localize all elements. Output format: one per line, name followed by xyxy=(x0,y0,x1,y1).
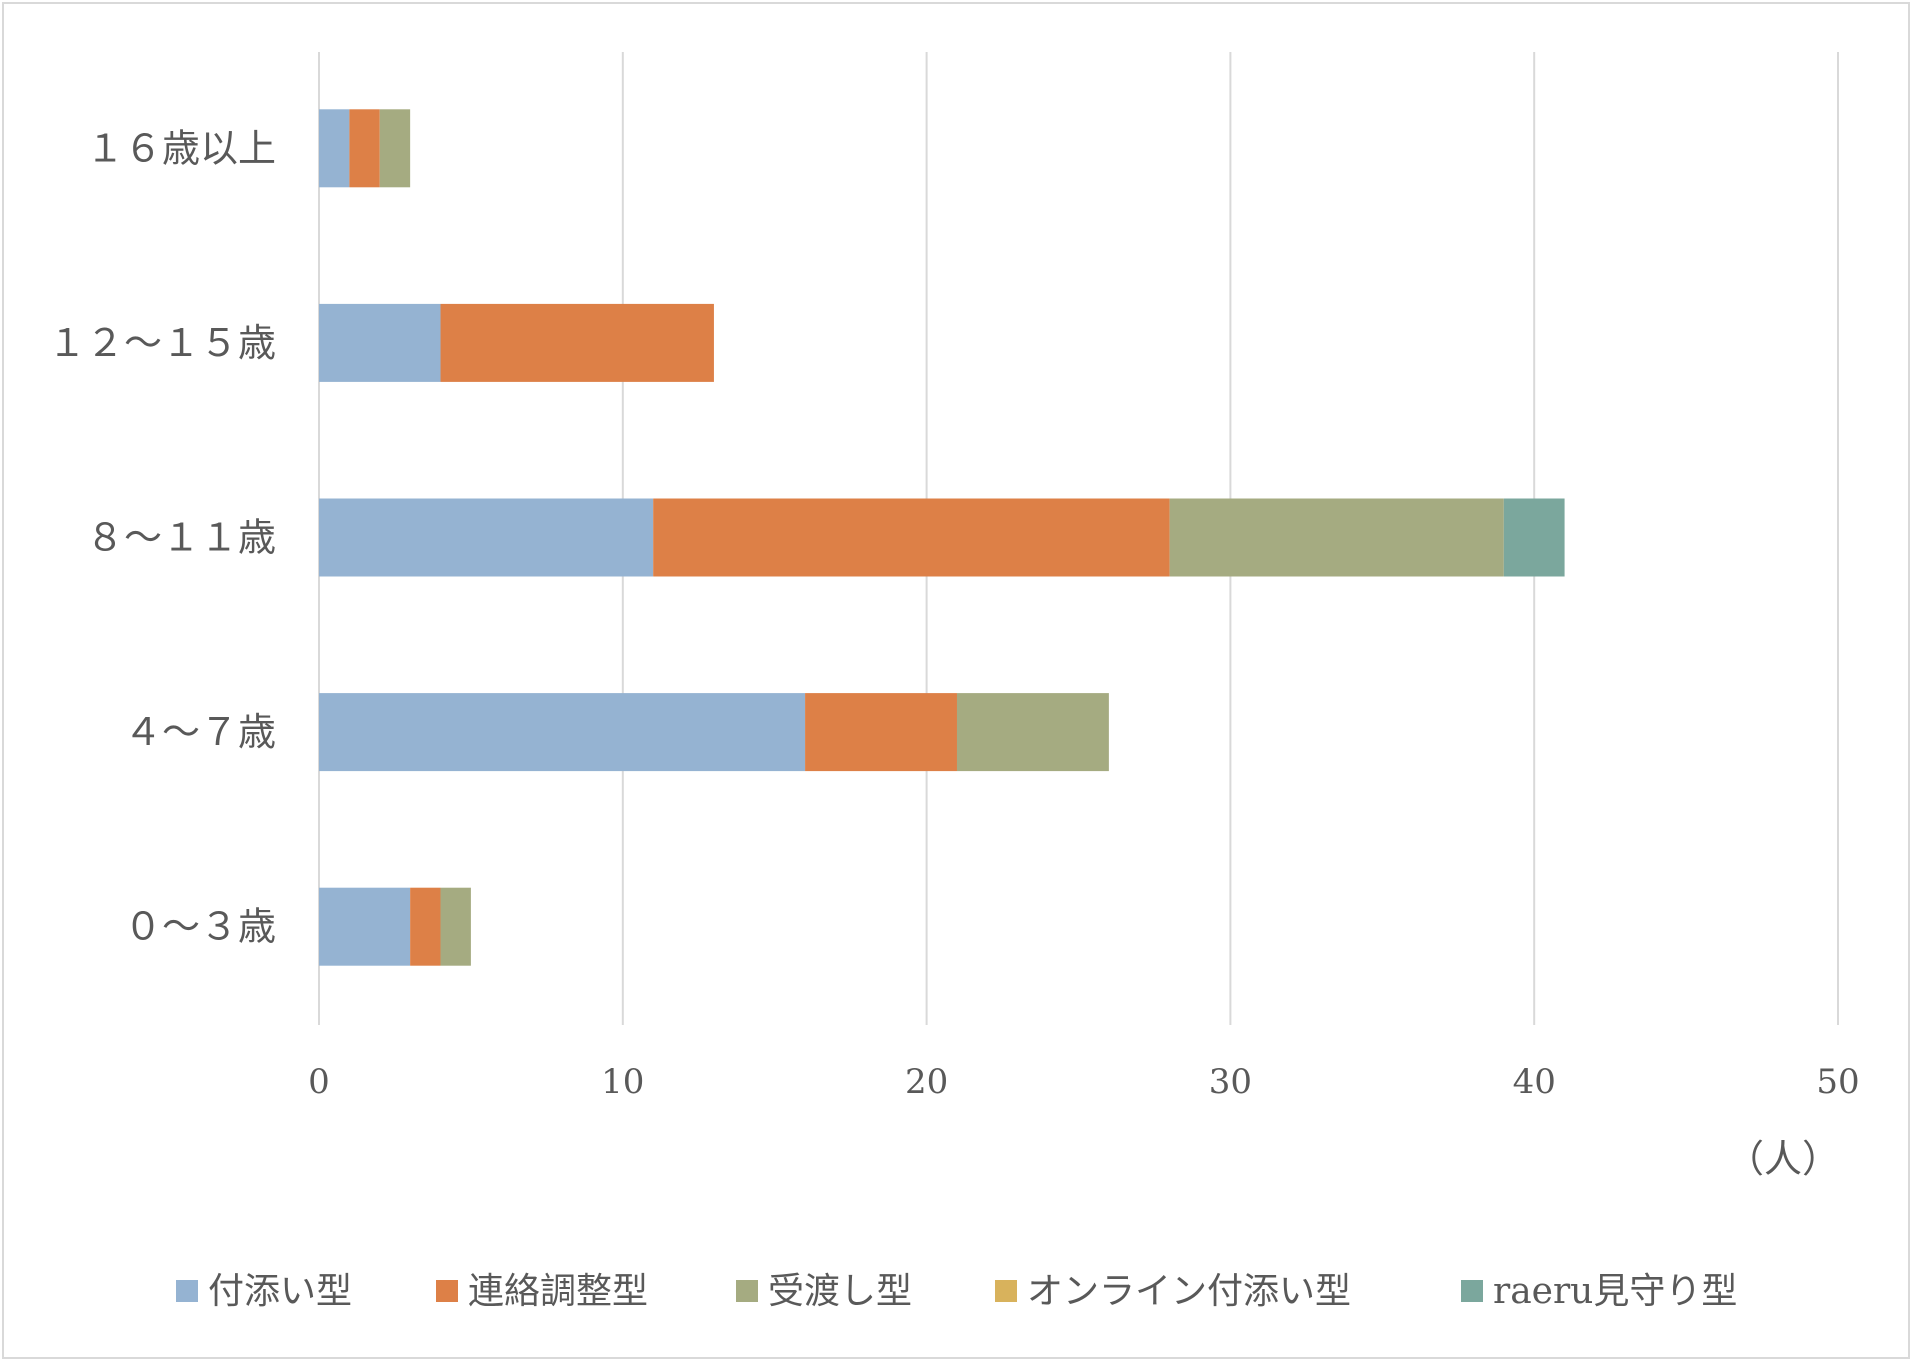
bar-segment xyxy=(1503,498,1565,577)
legend-swatch xyxy=(1461,1280,1483,1302)
bar-segment xyxy=(319,887,411,966)
legend: 付添い型 連絡調整型 受渡し型 オンライン付添い型 raeru見守り型 xyxy=(176,1271,1737,1312)
x-tick-label: 30 xyxy=(1209,1062,1252,1102)
legend-label: 受渡し型 xyxy=(768,1271,912,1312)
bar-segment xyxy=(319,109,350,188)
category-labels: ０～３歳 ４～７歳 ８～１１歳 １２～１５歳 １６歳以上 xyxy=(48,126,276,948)
bar-segment xyxy=(440,887,471,966)
bar-segment xyxy=(410,887,441,966)
x-tick-label: 40 xyxy=(1513,1062,1556,1102)
bar-segment xyxy=(379,109,411,188)
bar-segment xyxy=(805,693,957,772)
x-tick-label: 0 xyxy=(308,1062,330,1102)
x-tick-labels: 0 10 20 30 40 50 xyxy=(308,1062,1859,1102)
legend-label: オンライン付添い型 xyxy=(1027,1271,1351,1312)
bar-segment xyxy=(653,498,1170,577)
x-unit-label: （人） xyxy=(1726,1137,1840,1181)
legend-swatch xyxy=(176,1280,198,1302)
bar-segment xyxy=(349,109,380,188)
legend-swatch xyxy=(436,1280,458,1302)
bar-segment xyxy=(319,498,654,577)
bar-segment xyxy=(440,303,714,382)
category-label: １６歳以上 xyxy=(86,126,276,170)
legend-swatch xyxy=(736,1280,758,1302)
bar-segment xyxy=(956,693,1109,772)
x-tick-label: 20 xyxy=(905,1062,948,1102)
category-label: ４～７歳 xyxy=(124,710,276,754)
bar-segment xyxy=(319,693,806,772)
bars xyxy=(319,109,1565,966)
legend-label: 連絡調整型 xyxy=(468,1271,648,1312)
bar-segment xyxy=(319,303,441,382)
legend-label: raeru見守り型 xyxy=(1493,1271,1737,1312)
bar-segment xyxy=(1169,498,1504,577)
legend-swatch xyxy=(995,1280,1017,1302)
x-tick-label: 10 xyxy=(601,1062,644,1102)
legend-label: 付添い型 xyxy=(208,1271,352,1312)
x-tick-label: 50 xyxy=(1816,1062,1859,1102)
category-label: １２～１５歳 xyxy=(48,321,276,365)
category-label: ８～１１歳 xyxy=(86,516,276,560)
category-label: ０～３歳 xyxy=(124,905,276,949)
